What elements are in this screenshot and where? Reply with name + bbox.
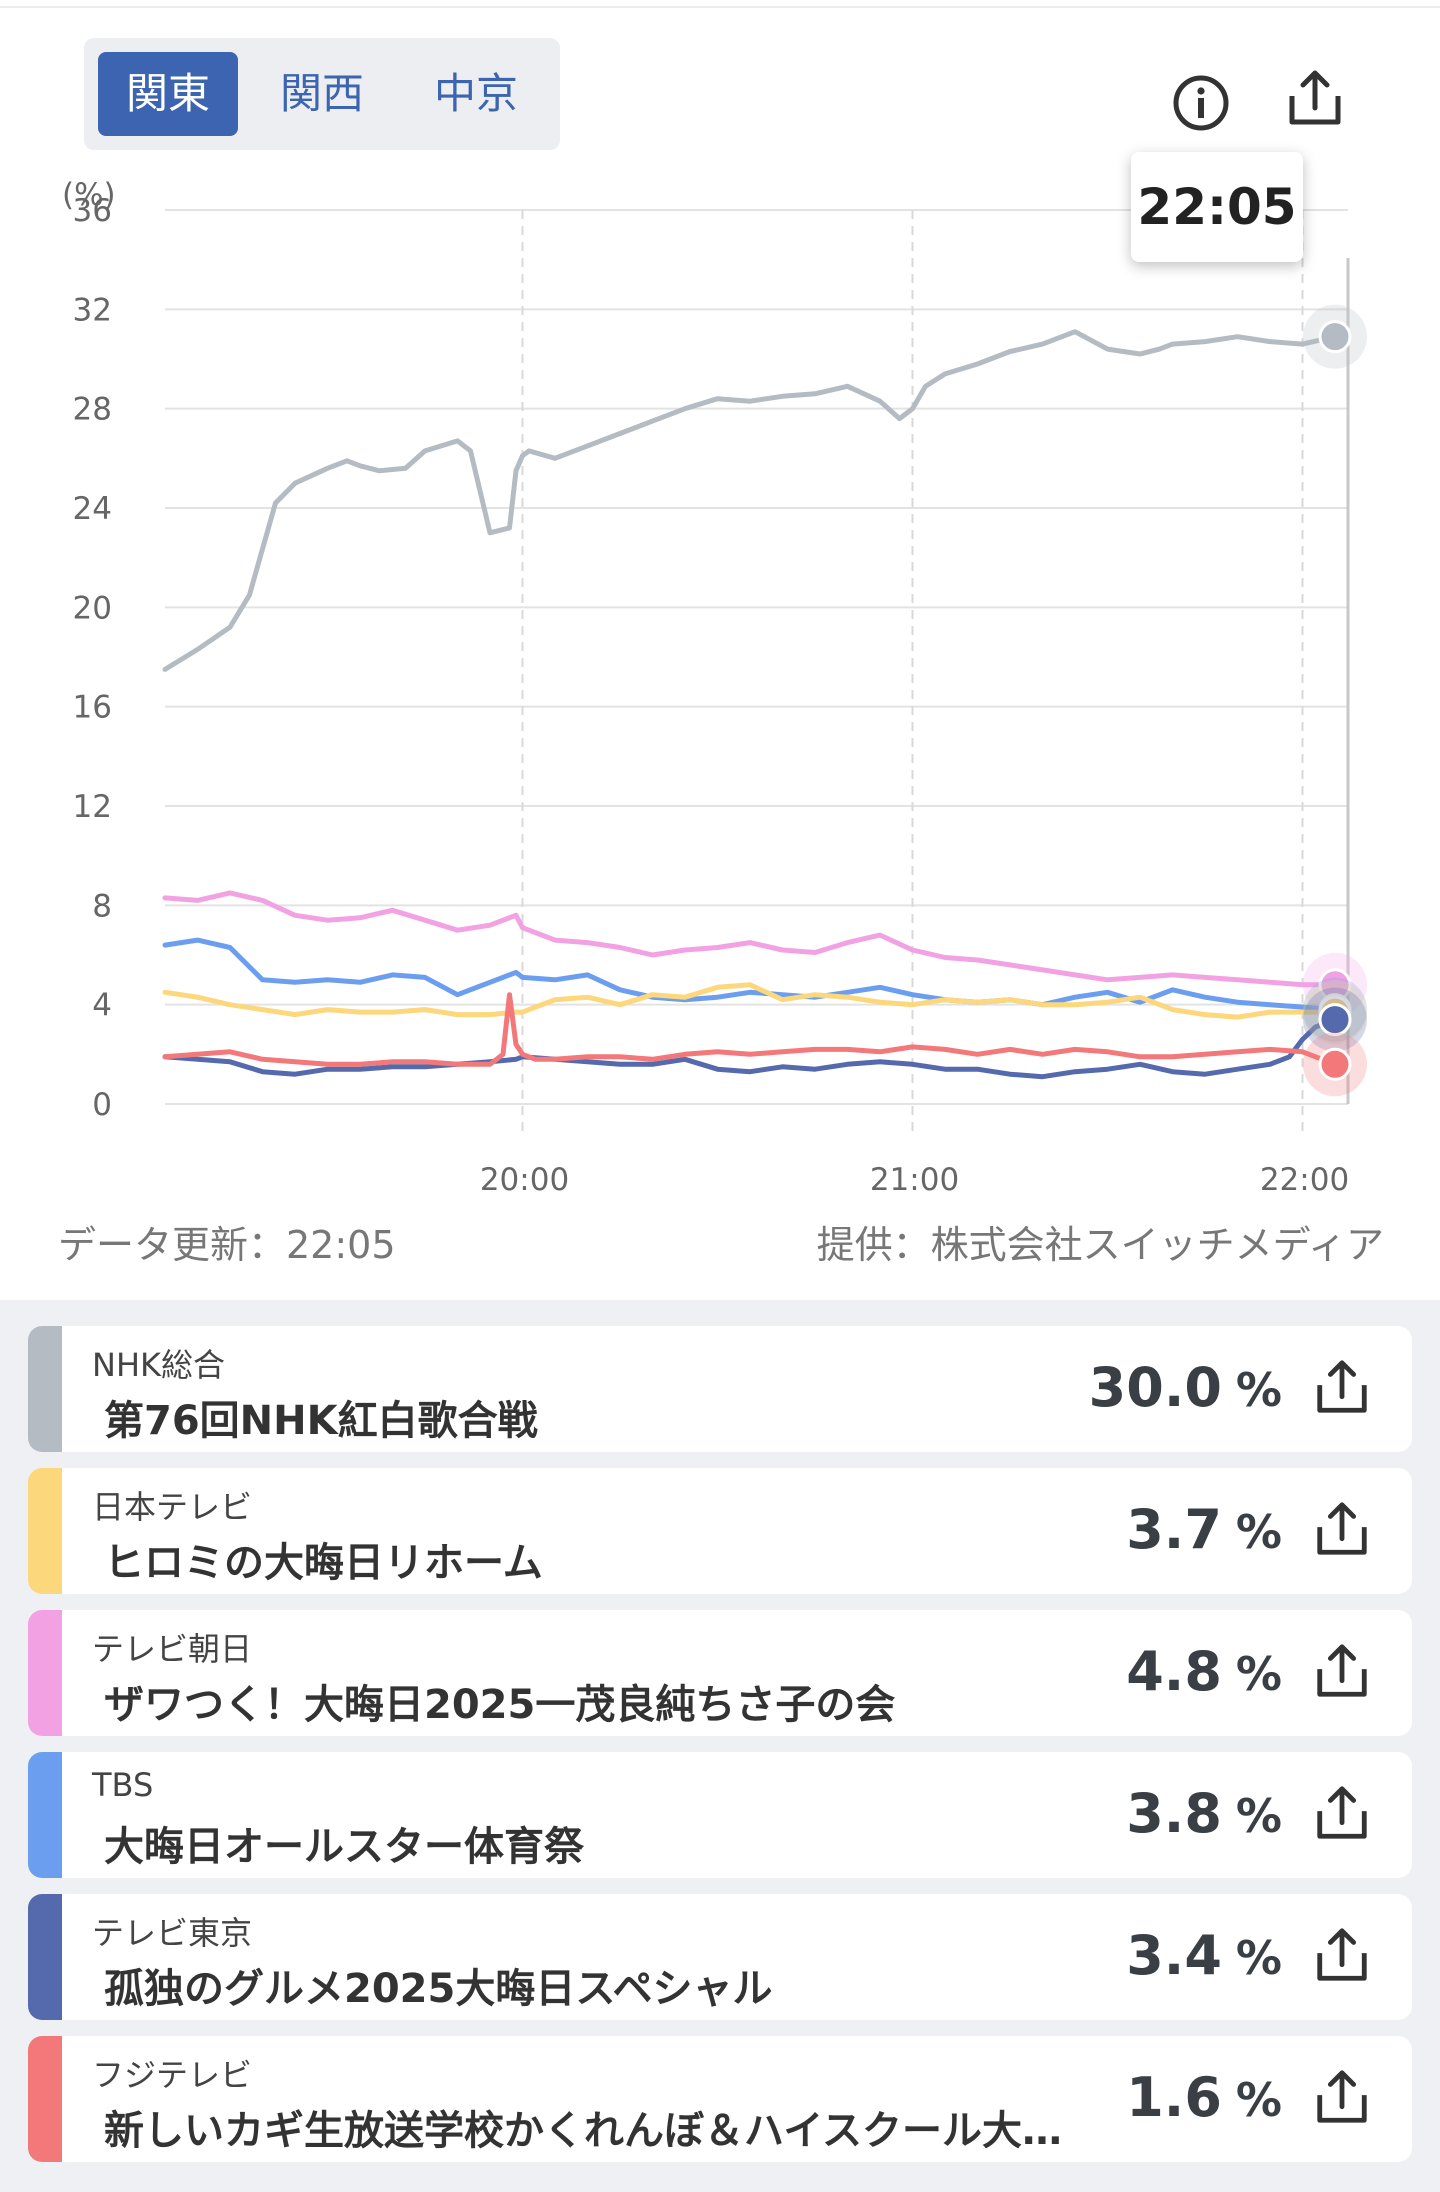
data-provider: 提供：株式会社スイッチメディア: [816, 1223, 1384, 1267]
rating-value: 3.7%: [1126, 1498, 1282, 1561]
ratings-chart: 0 4 8 12 16 20 24 28 32 36 (%) 20:00 21:00 22:00: [0, 150, 1440, 1270]
channel-name: テレビ東京: [92, 1914, 253, 1952]
channel-color-stripe: [28, 1610, 62, 1736]
top-divider: [0, 6, 1440, 8]
y-tick-label: 4: [92, 988, 112, 1024]
y-tick-label: 8: [92, 888, 112, 924]
series-line-tvasahi: [162, 890, 1338, 988]
channel-card-tvtokyo[interactable]: テレビ東京 孤独のグルメ2025大晦日スペシャル 3.4%: [28, 1894, 1412, 2020]
y-tick-label: 20: [73, 590, 112, 626]
series-line-ntv: [162, 982, 1338, 1020]
x-tick-label: 20:00: [480, 1162, 569, 1198]
channel-card-ntv[interactable]: 日本テレビ ヒロミの大晦日リホーム 3.7%: [28, 1468, 1412, 1594]
share-icon[interactable]: [1312, 1784, 1372, 1844]
channel-card-fuji[interactable]: フジテレビ 新しいカギ生放送学校かくれんぼ＆ハイスクール大… 1.6%: [28, 2036, 1412, 2162]
y-tick-label: 24: [73, 491, 112, 527]
channel-color-stripe: [28, 1752, 62, 1878]
rating-value: 3.8%: [1126, 1782, 1282, 1845]
share-icon[interactable]: [1312, 1500, 1372, 1560]
tab-region-chukyo[interactable]: 中京: [433, 69, 518, 118]
channel-name: NHK総合: [92, 1346, 225, 1384]
info-icon[interactable]: [1170, 72, 1232, 134]
tab-region-kanto[interactable]: 関東: [98, 52, 238, 136]
y-tick-label: 0: [92, 1087, 112, 1123]
share-icon[interactable]: [1312, 1926, 1372, 1986]
channel-card-tvasahi[interactable]: テレビ朝日 ザワつく！大晦日2025一茂良純ちさ子の会 4.8%: [28, 1610, 1412, 1736]
y-tick-label: 12: [73, 789, 112, 825]
x-tick-label: 21:00: [870, 1162, 959, 1198]
y-tick-label: 32: [73, 292, 112, 328]
y-tick-label: 36: [73, 193, 112, 229]
rating-value: 4.8%: [1126, 1640, 1282, 1703]
share-icon[interactable]: [1312, 2068, 1372, 2128]
endpoint-marker-nhk: [1318, 320, 1352, 354]
tab-region-kansai[interactable]: 関西: [279, 69, 364, 118]
channel-name: フジテレビ: [92, 2056, 253, 2094]
series-line-fuji: [162, 992, 1338, 1067]
time-tooltip: 22:05: [1131, 152, 1303, 262]
program-title: ヒロミの大晦日リホーム: [104, 1540, 543, 1586]
channel-card-tbs[interactable]: TBS 大晦日オールスター体育祭 3.8%: [28, 1752, 1412, 1878]
program-title: ザワつく！大晦日2025一茂良純ちさ子の会: [104, 1682, 896, 1728]
share-icon[interactable]: [1284, 68, 1346, 130]
series-line-nhk: [162, 329, 1338, 672]
series-line-tvtokyo: [162, 1017, 1338, 1080]
share-icon[interactable]: [1312, 1642, 1372, 1702]
program-title: 新しいカギ生放送学校かくれんぼ＆ハイスクール大…: [104, 2108, 1062, 2154]
channel-color-stripe: [28, 1468, 62, 1594]
program-title: 孤独のグルメ2025大晦日スペシャル: [104, 1966, 773, 2012]
y-unit-label: (%): [62, 177, 116, 213]
endpoint-marker-fuji: [1318, 1047, 1352, 1081]
channel-card-nhk[interactable]: NHK総合 第76回NHK紅白歌合戦 30.0%: [28, 1326, 1412, 1452]
rating-value: 1.6%: [1126, 2066, 1282, 2129]
channel-color-stripe: [28, 1326, 62, 1452]
channel-name: TBS: [92, 1766, 154, 1804]
endpoint-marker-tvtokyo: [1318, 1003, 1352, 1037]
region-tabs: 関東 関西 中京: [84, 38, 560, 150]
rating-value: 3.4%: [1126, 1924, 1282, 1987]
channel-list: NHK総合 第76回NHK紅白歌合戦 30.0% 日本テレビ ヒロミの大晦日リホ…: [0, 1300, 1440, 2192]
program-title: 第76回NHK紅白歌合戦: [104, 1398, 538, 1444]
chart-svg: 0 4 8 12 16 20 24 28 32 36(%) 20:00 21:00 22:00: [62, 177, 1367, 1198]
program-title: 大晦日オールスター体育祭: [104, 1824, 584, 1870]
updated-time: データ更新：22:05: [58, 1223, 396, 1267]
x-tick-label: 22:00: [1260, 1162, 1349, 1198]
y-tick-label: 16: [73, 690, 112, 726]
channel-color-stripe: [28, 2036, 62, 2162]
channel-name: 日本テレビ: [92, 1488, 253, 1526]
rating-value: 30.0%: [1088, 1356, 1282, 1419]
channel-color-stripe: [28, 1894, 62, 2020]
channel-name: テレビ朝日: [92, 1630, 253, 1668]
share-icon[interactable]: [1312, 1358, 1372, 1418]
y-tick-label: 28: [73, 392, 112, 428]
